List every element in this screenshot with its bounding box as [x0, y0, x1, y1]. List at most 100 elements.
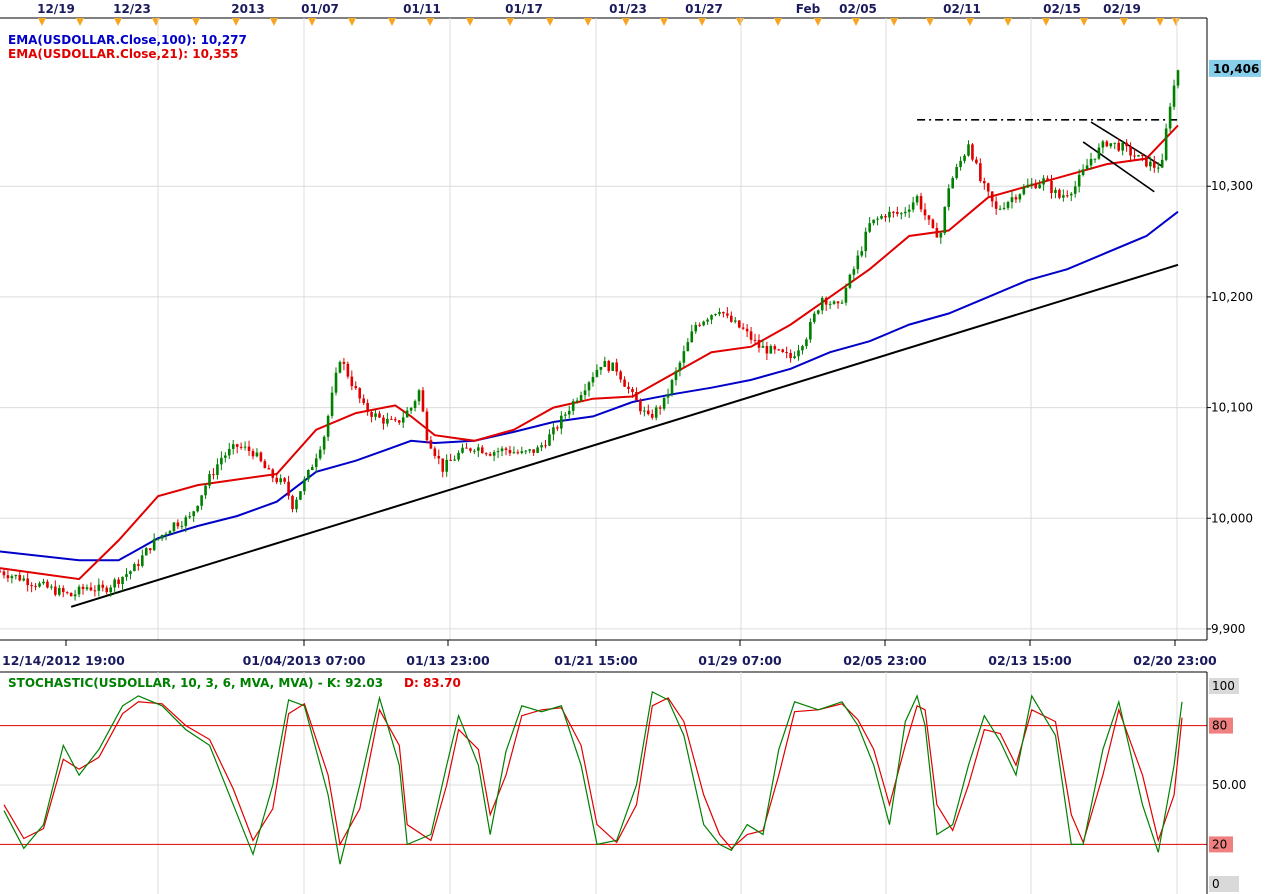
candle-body — [105, 587, 109, 593]
candle-body — [113, 579, 116, 588]
candle-body — [623, 379, 626, 387]
candle-body — [872, 219, 875, 224]
candle-body — [947, 188, 951, 207]
event-marker-icon — [814, 18, 822, 26]
event-marker-icon — [506, 18, 514, 26]
candle-body — [350, 376, 354, 387]
candle-body — [1133, 155, 1136, 157]
candle-body — [524, 450, 528, 452]
candle-body — [1034, 183, 1037, 189]
candle-body — [338, 361, 342, 373]
candle-body — [271, 469, 275, 478]
candle-body — [983, 180, 986, 184]
stoch-d-legend: D: 83.70 — [404, 676, 461, 690]
candle-body — [1168, 106, 1172, 129]
bottom-axis-label: 01/21 15:00 — [554, 653, 638, 668]
event-marker-icon — [736, 18, 744, 26]
candle-body — [1018, 194, 1022, 200]
stochastic-panel[interactable] — [0, 672, 1207, 894]
candle-body — [212, 474, 215, 476]
candle-body — [1038, 184, 1041, 189]
support-trendline-line — [70, 263, 1179, 608]
candle-body — [1109, 143, 1113, 147]
candle-body — [310, 467, 314, 470]
candle-body — [409, 407, 413, 411]
candle-body — [931, 219, 935, 228]
candle-body — [1164, 128, 1168, 160]
candle-body — [267, 468, 271, 470]
candle-body — [611, 362, 615, 371]
candle-body — [1058, 189, 1061, 198]
stoch-axis-label: 20 — [1212, 837, 1227, 851]
candle-body — [227, 448, 231, 456]
candle-body — [1156, 167, 1160, 169]
candle-body — [1093, 158, 1097, 160]
candle-body — [461, 447, 464, 453]
candle-body — [884, 215, 887, 218]
candle-body — [330, 392, 334, 416]
price-panel[interactable] — [0, 18, 1207, 640]
candle-body — [915, 196, 919, 203]
candle-body — [73, 594, 77, 597]
candle-body — [291, 495, 294, 510]
event-marker-icon — [1120, 18, 1128, 26]
top-axis-label: 01/27 — [685, 2, 723, 16]
candle-body — [125, 574, 128, 577]
event-marker-icon — [1156, 18, 1164, 26]
candle-body — [1089, 158, 1093, 166]
candle-body — [421, 390, 425, 412]
event-marker-icon — [584, 18, 592, 26]
candle-body — [686, 342, 690, 352]
candle-body — [544, 445, 547, 447]
candle-body — [34, 585, 37, 587]
candle-body — [579, 395, 583, 401]
candle-body — [844, 287, 848, 303]
candle-body — [876, 218, 879, 220]
stoch-k-line — [3, 690, 1183, 865]
candle-body — [955, 166, 958, 179]
top-axis-label: 02/11 — [943, 2, 981, 16]
candle-body — [38, 583, 41, 587]
candle-body — [22, 578, 26, 581]
event-marker-icon — [1080, 18, 1088, 26]
candle-body — [0, 571, 2, 573]
stoch-lines — [3, 690, 1183, 865]
event-marker-icon — [466, 18, 474, 26]
candle-body — [828, 303, 832, 305]
candle-body — [453, 459, 456, 461]
candle-body — [85, 587, 89, 590]
top-date-axis: 12/19 12/23 2013 01/07 01/11 01/17 01/23 01/27 F… — [0, 0, 1207, 26]
price-candles[interactable] — [0, 69, 1180, 601]
candle-body — [287, 481, 290, 496]
price-axis-label: 9,900 — [1211, 622, 1245, 636]
event-marker-icon — [270, 18, 278, 26]
candle-body — [820, 297, 824, 311]
candle-body — [907, 209, 911, 212]
candle-body — [413, 401, 417, 408]
candle-body — [528, 449, 532, 451]
candle-body — [1042, 178, 1045, 185]
candle-body — [512, 452, 516, 454]
event-marker-icon — [348, 18, 356, 26]
candle-body — [674, 370, 678, 381]
stoch-axis-label: 100 — [1212, 679, 1235, 693]
top-axis-label: 01/11 — [403, 2, 441, 16]
stoch-k-legend: STOCHASTIC(USDOLLAR, 10, 3, 6, MVA, MVA)… — [8, 676, 383, 690]
candle-body — [433, 448, 437, 456]
candle-body — [255, 452, 259, 457]
candle-body — [188, 516, 192, 518]
candle-body — [295, 499, 298, 510]
candle-body — [1002, 207, 1006, 209]
event-marker-icon — [966, 18, 974, 26]
candle-body — [935, 227, 939, 238]
candle-body — [591, 376, 595, 383]
candle-body — [777, 349, 781, 351]
bottom-datetime-axis: 12/14/2012 19:00 01/04/2013 07:00 01/13 23… — [2, 640, 1217, 668]
candle-body — [449, 459, 452, 461]
candle-body — [805, 339, 808, 347]
candle-body — [619, 371, 622, 380]
candle-body — [1160, 159, 1164, 168]
candle-body — [1172, 85, 1176, 107]
stoch-grid — [0, 672, 1207, 894]
candle-body — [726, 313, 729, 316]
